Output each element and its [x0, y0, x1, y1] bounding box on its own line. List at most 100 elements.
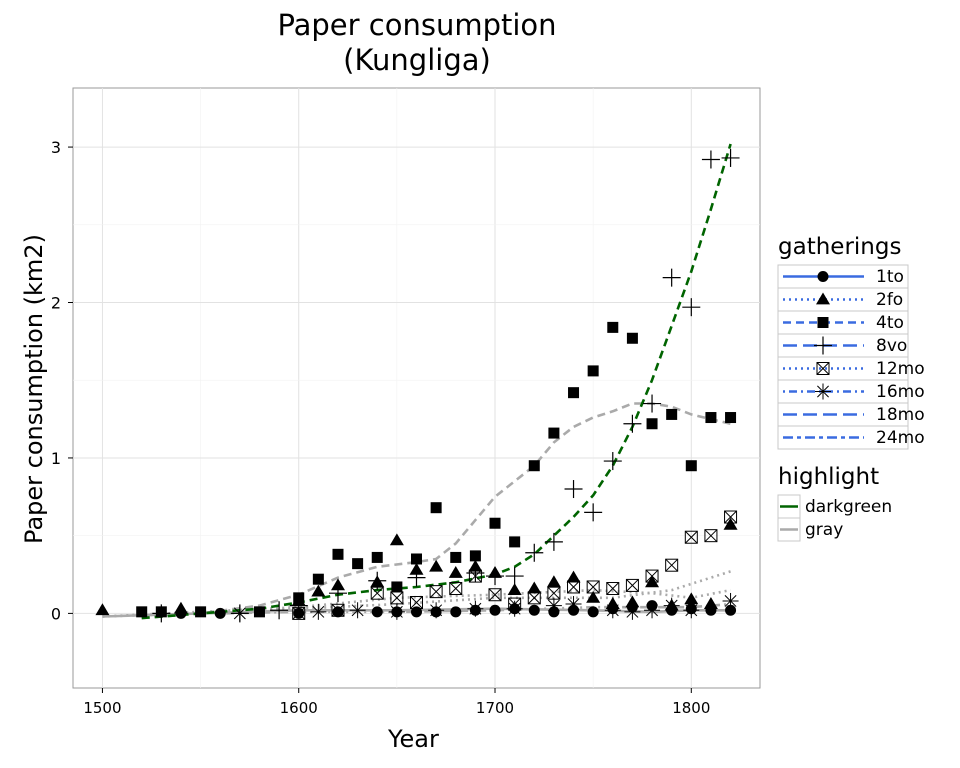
point-4to [509, 536, 521, 548]
legend-highlight-title: highlight [778, 464, 880, 490]
point-16mo [428, 602, 445, 619]
legend-label-12mo: 12mo [876, 359, 925, 379]
trend-line-gray [102, 588, 731, 618]
point-2fo [723, 517, 738, 530]
point-1to [450, 606, 462, 618]
point-1to [725, 604, 737, 616]
y-tick-label: 2 [51, 294, 61, 313]
point-16mo [545, 597, 562, 614]
legend-marker-12mo [816, 362, 830, 375]
point-4to [312, 573, 324, 585]
point-16mo [663, 597, 680, 614]
point-16mo [506, 600, 523, 617]
point-4to [391, 581, 403, 593]
point-2fo [95, 603, 110, 616]
point-8vo [505, 567, 524, 586]
point-12mo [567, 580, 581, 594]
point-12mo [488, 588, 502, 602]
point-12mo [625, 578, 639, 592]
legend-label-4to: 4to [876, 313, 904, 333]
x-tick-label: 1700 [476, 699, 514, 717]
point-12mo [449, 582, 463, 596]
legend-gatherings-title: gatherings [778, 234, 902, 260]
point-2fo [448, 565, 463, 578]
chart-title-line-2: (Kungliga) [343, 43, 491, 77]
point-16mo [604, 602, 621, 619]
point-12mo [429, 585, 443, 599]
point-12mo [331, 603, 345, 617]
point-16mo [310, 603, 327, 620]
point-2fo [507, 583, 522, 595]
point-2fo [684, 592, 699, 605]
trend-line-darkgreen [141, 143, 732, 620]
legend-marker-16mo [815, 383, 831, 400]
point-12mo [606, 582, 620, 596]
point-16mo [231, 605, 248, 622]
point-2fo [527, 581, 542, 594]
x-axis-title: Year [388, 725, 439, 753]
point-12mo [410, 596, 423, 610]
legend-label-24mo: 24mo [876, 428, 925, 448]
point-1to [528, 604, 540, 616]
point-4to [253, 606, 265, 618]
point-4to [469, 550, 481, 562]
point-4to [705, 412, 717, 424]
point-2fo [645, 575, 660, 588]
point-16mo [349, 602, 366, 619]
point-8vo [152, 604, 171, 623]
point-4to [725, 412, 737, 424]
point-8vo [701, 150, 720, 169]
point-2fo [173, 601, 188, 614]
point-4to [489, 517, 501, 529]
point-2fo [389, 533, 404, 546]
series-4to [136, 321, 737, 618]
point-8vo [525, 543, 544, 562]
point-8vo [643, 394, 662, 413]
point-4to [136, 606, 148, 618]
point-12mo [645, 569, 659, 583]
point-4to [646, 418, 658, 430]
point-16mo [388, 603, 405, 620]
plot-panel [72, 87, 761, 689]
point-8vo [289, 596, 308, 615]
point-12mo [292, 606, 306, 620]
point-2fo [566, 570, 581, 583]
series-16mo [231, 592, 739, 622]
point-12mo [684, 530, 698, 544]
point-16mo [722, 592, 739, 609]
point-2fo [429, 559, 444, 572]
point-8vo [584, 503, 603, 522]
y-tick-label: 0 [51, 604, 61, 623]
point-16mo [644, 602, 661, 619]
legend-label-darkgreen: darkgreen [805, 497, 892, 517]
legend-marker-4to [817, 317, 829, 328]
legend-label-1to: 1to [876, 267, 904, 287]
point-4to [568, 387, 580, 399]
point-8vo [682, 298, 701, 317]
y-tick-label: 1 [51, 449, 61, 468]
point-1to [489, 604, 501, 616]
point-1to [587, 606, 599, 618]
x-tick-label: 1600 [280, 699, 318, 717]
point-4to [587, 365, 599, 377]
point-4to [411, 553, 422, 565]
legend-label-16mo: 16mo [876, 382, 925, 402]
point-2fo [546, 575, 561, 588]
point-4to [528, 460, 540, 472]
legend-label-2fo: 2fo [876, 290, 903, 310]
point-4to [450, 551, 462, 563]
point-4to [607, 321, 619, 333]
legend-marker-1to [817, 271, 829, 282]
point-12mo [527, 591, 541, 605]
point-16mo [467, 600, 484, 617]
point-4to [430, 502, 442, 514]
point-12mo [370, 586, 384, 600]
x-tick-label: 1800 [672, 699, 710, 717]
y-tick-label: 3 [51, 138, 61, 157]
point-4to [685, 460, 697, 472]
point-16mo [683, 602, 700, 619]
legend-marker-8vo [814, 336, 832, 355]
trend-line-gray [141, 402, 731, 620]
point-12mo [724, 510, 738, 524]
